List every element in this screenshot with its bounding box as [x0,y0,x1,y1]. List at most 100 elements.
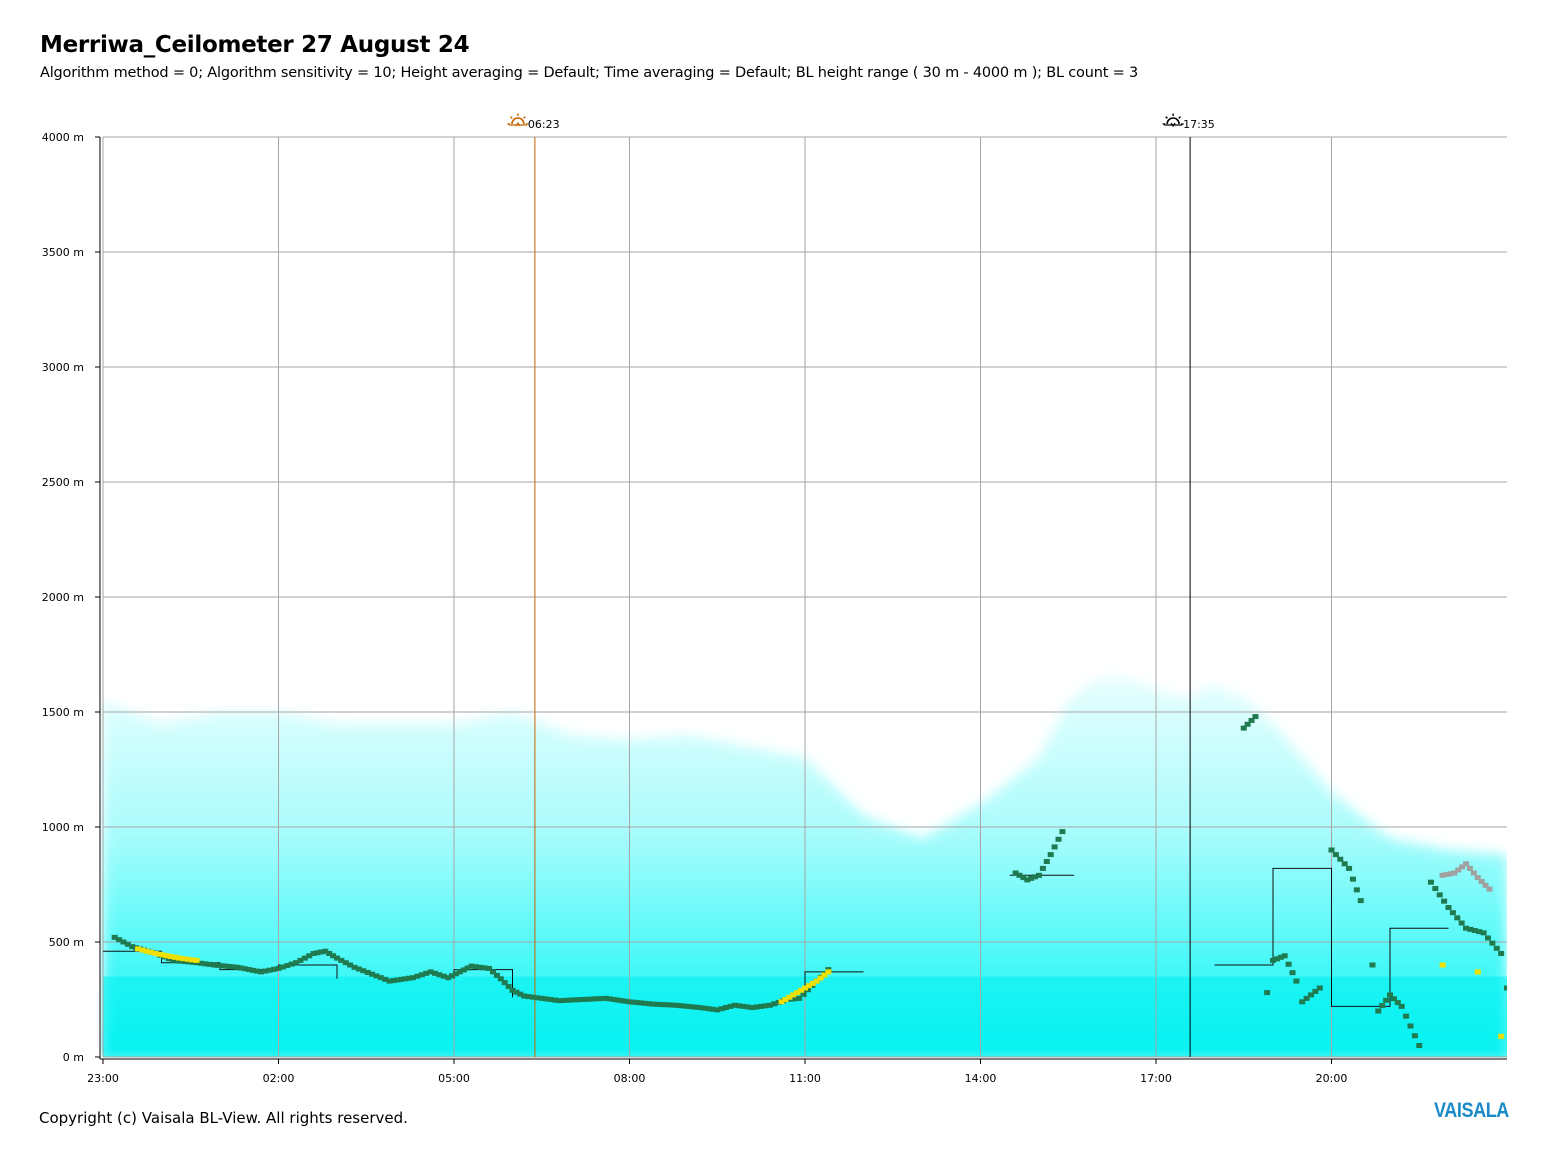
series-layer1-late [1240,714,1507,1048]
layer-point [1036,872,1042,878]
layer-point [490,969,496,975]
layer-point [614,997,621,1003]
layer-point [129,944,136,950]
layer-point [1032,874,1039,880]
x-tick-label: 02:00 [263,1072,295,1085]
layer-point [414,973,421,979]
layer-point [390,978,397,984]
layer-point [1403,1013,1410,1019]
layer-point [460,967,467,973]
layer-point [1244,721,1251,727]
layer-point [1432,886,1439,892]
layer-point [1264,990,1271,996]
layer-point [1369,962,1376,968]
layer-point [1427,879,1434,885]
layer-point [185,959,192,965]
layer-point [749,1005,756,1011]
layer-point [796,995,803,1001]
layer-point [152,951,159,956]
layer-point [538,995,545,1001]
layer-point [493,972,500,978]
layer-point [1443,872,1450,878]
layer-point [1303,995,1310,1001]
layer-point [575,997,582,1003]
layer-point [1055,836,1062,842]
layer-point [314,950,321,956]
sunset-icon [1162,113,1184,128]
layer-point [427,969,434,975]
layer-point [449,973,456,979]
layer-point [1379,1003,1386,1009]
layer-point [1489,940,1496,946]
layer-point [1455,867,1462,873]
layer-point [579,997,586,1002]
layer-point [423,970,430,976]
layer-point [306,953,313,959]
layer-point [1416,1043,1423,1048]
layer-point [156,951,163,957]
layer-point [326,951,333,956]
layer-point [406,975,413,981]
layer-point [1016,872,1023,878]
layer-point [377,975,384,981]
x-tick-label: 05:00 [438,1072,470,1085]
layer-point [1289,970,1296,976]
layer-point [351,964,358,970]
layer-point [218,963,225,969]
plot-area: 0 m 500 m 1000 m 1500 m 2000 m 2500 m 3000 m 35… [42,113,1507,1085]
layer-point [338,957,345,963]
layer-point [402,976,409,982]
layer-point [661,1002,668,1008]
layer-point [410,975,417,981]
layer-point [1341,861,1348,867]
layer-point [782,997,789,1002]
layer-point [170,957,177,963]
y-tick-label: 1500 m [42,706,84,719]
layer-point [1466,865,1473,871]
layer-point [1043,859,1050,864]
layer-point [139,947,146,953]
layer-point [809,980,816,986]
layer-point [736,1003,743,1009]
series-layer-grey [1439,861,1493,892]
layer-point [1349,876,1356,882]
layer-point [436,972,443,978]
layer-point [564,997,571,1003]
layer-point [193,957,200,963]
layer-point [753,1004,760,1010]
layer-point [164,953,171,959]
layer-point [1353,887,1360,893]
layer-point [1439,962,1446,968]
layer-point [1493,945,1500,951]
layer-point [472,964,479,970]
layer-point [1270,957,1276,963]
layer-point [1248,717,1255,723]
layer-point [595,996,602,1002]
layer-point [513,989,520,995]
layer-point [1020,875,1027,881]
layer-point [143,948,150,954]
layer-point [771,1001,778,1007]
layer-point [677,1003,684,1009]
layer-point [364,969,371,975]
layer-point [1484,935,1491,941]
vaisala-logo: VAISALA [1434,1099,1509,1122]
layer-point [440,973,447,979]
layer-point [1059,829,1066,835]
layer-point [744,1004,751,1010]
layer-point [360,968,367,974]
layer-point [1436,892,1443,898]
layer-point [778,999,785,1005]
layer-point [275,965,282,971]
layer-point [583,996,590,1002]
layer-point [551,997,558,1003]
layer-point [591,996,598,1002]
layer-point [505,983,512,989]
layer-point [334,955,340,961]
layer-point [692,1004,699,1010]
layer-point [731,1002,738,1008]
layer-point [135,946,142,952]
layer-point [246,967,253,973]
layer-point [120,939,127,945]
